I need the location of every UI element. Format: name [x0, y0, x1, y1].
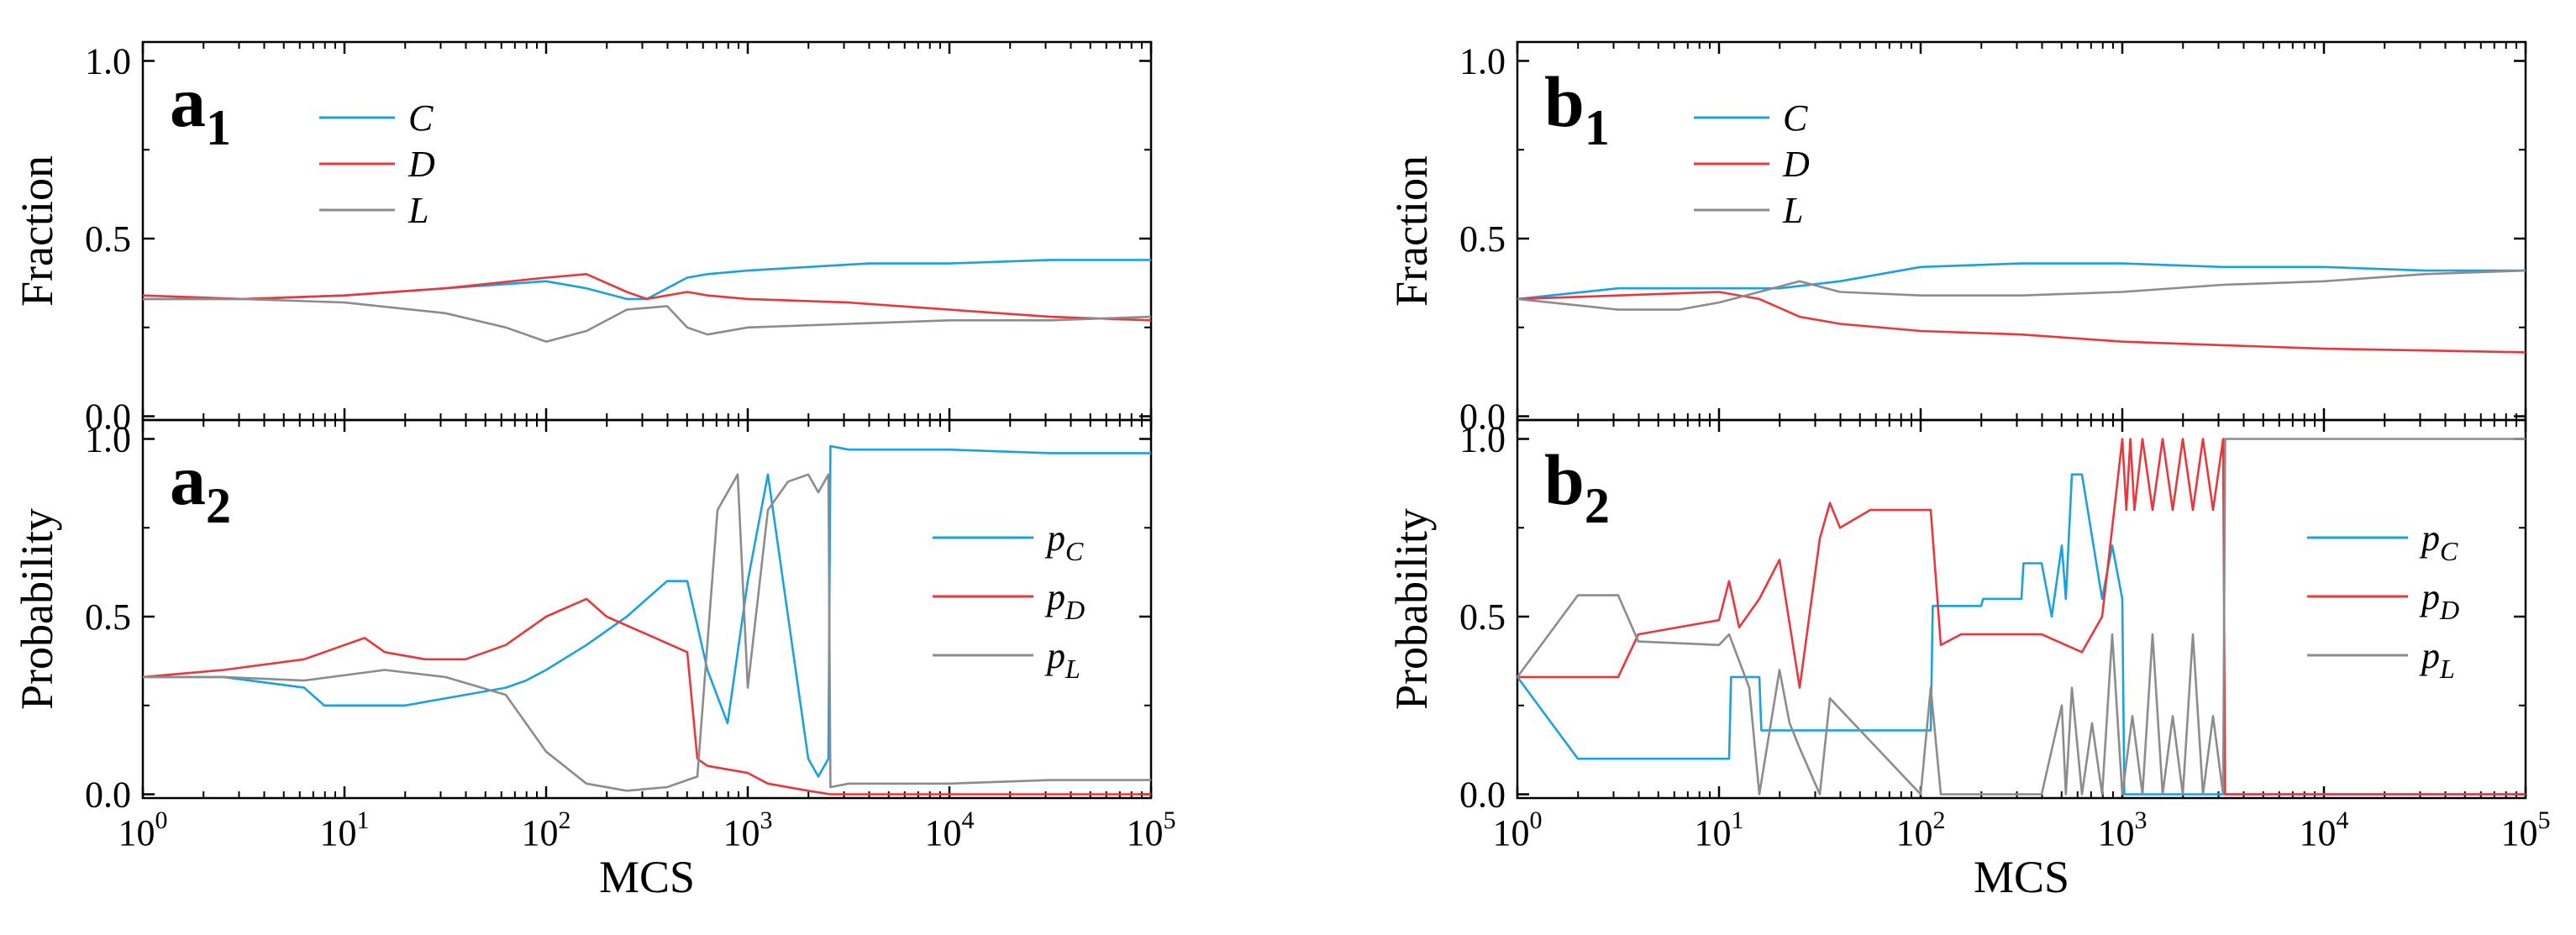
- legend-label: D: [1782, 144, 1810, 185]
- x-axis-title: MCS: [1974, 852, 2069, 902]
- series-line-c: [1517, 262, 2526, 301]
- series-line-d: [142, 597, 1151, 796]
- panel-label: a1: [170, 61, 231, 155]
- chart-b1: 0.0 0.5 1.0 Fraction b1 CDL: [1386, 40, 2527, 438]
- y-axis-title: Fraction: [1386, 155, 1437, 307]
- x-tick-label: 101: [320, 806, 370, 854]
- y-tick-label: 0.0: [1459, 775, 1506, 816]
- plot-frame: [1516, 418, 2527, 800]
- y-tick-label: 0.5: [85, 218, 131, 260]
- x-tick-label: 105: [2501, 806, 2551, 854]
- legend-label: D: [407, 144, 435, 185]
- x-tick-label: 104: [2300, 806, 2349, 854]
- legend-label: pC: [1044, 517, 1084, 566]
- legend-label: pL: [1044, 635, 1080, 684]
- legend-label-sub: D: [1065, 595, 1085, 625]
- y-tick-label: 0.0: [85, 397, 131, 438]
- x-axis-title: MCS: [599, 852, 695, 902]
- x-tick-label: 100: [1493, 806, 1543, 854]
- series-line-d: [1517, 291, 2526, 354]
- x-tick-exponent: 0: [1530, 806, 1543, 834]
- legend-label-sub: L: [1065, 654, 1080, 684]
- x-tick-label: 102: [1896, 806, 1946, 854]
- panel-label-sub: 1: [1585, 100, 1610, 155]
- legend-label: pL: [2419, 635, 2455, 684]
- x-tick-exponent: 3: [2135, 806, 2148, 834]
- series-line-d: [142, 272, 1152, 322]
- series-line-l: [143, 473, 1151, 792]
- legend-label-sub: C: [2440, 536, 2458, 566]
- panel-label: b1: [1544, 61, 1610, 155]
- y-tick-label: 0.5: [1459, 596, 1506, 638]
- x-tick-label: 105: [1127, 806, 1176, 854]
- y-tick-label: 0.0: [1459, 397, 1506, 438]
- legend-label-sub: C: [1065, 536, 1084, 566]
- x-tick-label: 103: [2098, 806, 2148, 854]
- plot-frame: [141, 40, 1153, 422]
- panel-label-sub: 1: [206, 100, 231, 155]
- legend-label: C: [408, 97, 434, 139]
- y-tick-label: 0.0: [85, 775, 131, 816]
- series-line-c: [1516, 473, 2526, 796]
- series-line-c: [143, 444, 1151, 778]
- series-line-l: [1517, 269, 2526, 311]
- legend-label: C: [1783, 97, 1808, 139]
- panel-label: b2: [1544, 439, 1610, 533]
- y-tick-label: 1.0: [1459, 419, 1506, 460]
- panel-label-sub: 2: [1585, 478, 1610, 533]
- y-tick-label: 1.0: [1459, 41, 1506, 82]
- plot-frame: [141, 418, 1153, 800]
- panel-label-sub: 2: [206, 478, 231, 533]
- legend-label: pD: [1044, 576, 1085, 625]
- legend-label-sub: L: [2439, 654, 2455, 684]
- series-line-l: [143, 297, 1152, 344]
- y-tick-label: 1.0: [85, 41, 131, 82]
- x-tick-exponent: 5: [1164, 806, 1176, 834]
- x-tick-exponent: 1: [357, 806, 370, 834]
- x-tick-exponent: 5: [2538, 806, 2551, 834]
- x-tick-exponent: 4: [962, 806, 975, 834]
- series-line-l: [1516, 438, 2526, 796]
- x-tick-exponent: 1: [1732, 806, 1744, 834]
- y-axis-title: Fraction: [12, 155, 62, 307]
- y-axis-title: Probability: [1386, 508, 1437, 710]
- series-line-c: [143, 259, 1151, 301]
- x-tick-label: 101: [1695, 806, 1744, 854]
- x-tick-label: 104: [925, 806, 975, 854]
- legend-label: pD: [2419, 576, 2459, 625]
- y-tick-label: 0.5: [1459, 218, 1506, 260]
- legend-label: L: [1782, 190, 1803, 231]
- legend-label-sub: D: [2439, 595, 2459, 625]
- x-tick-label: 100: [118, 806, 168, 854]
- x-tick-exponent: 2: [559, 806, 571, 834]
- plot-frame: [1516, 40, 2527, 422]
- chart-a1: 0.0 0.5 1.0 Fraction a1 CDL: [12, 40, 1153, 438]
- x-tick-exponent: 3: [760, 806, 773, 834]
- legend-label: L: [407, 190, 428, 231]
- y-tick-label: 0.5: [85, 596, 131, 638]
- panel-label: a2: [170, 439, 231, 533]
- x-tick-exponent: 4: [2337, 806, 2349, 834]
- series-line-d: [1517, 438, 2526, 796]
- x-tick-label: 103: [723, 806, 773, 854]
- x-tick-label: 102: [522, 806, 571, 854]
- legend-label: pC: [2419, 517, 2458, 566]
- y-axis-title: Probability: [12, 508, 62, 710]
- x-tick-exponent: 2: [1933, 806, 1946, 834]
- y-tick-label: 1.0: [85, 419, 131, 460]
- x-tick-exponent: 0: [155, 806, 168, 834]
